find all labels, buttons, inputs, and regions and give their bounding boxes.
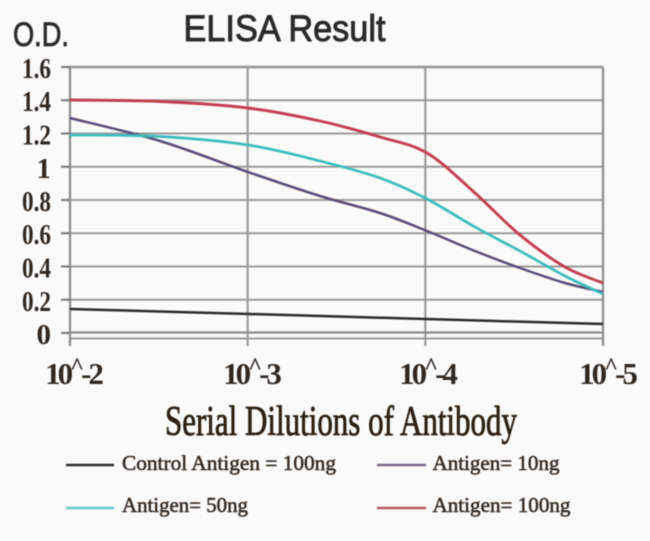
svg-text:1.6: 1.6 bbox=[22, 53, 51, 85]
svg-text:O.D.: O.D. bbox=[13, 16, 69, 54]
svg-text:1: 1 bbox=[37, 153, 52, 185]
svg-text:0.8: 0.8 bbox=[22, 186, 51, 218]
svg-text:0.2: 0.2 bbox=[22, 286, 51, 318]
svg-text:0: 0 bbox=[37, 319, 52, 351]
svg-text:10^-4: 10^-4 bbox=[399, 354, 457, 391]
svg-text:10^-3: 10^-3 bbox=[223, 354, 281, 391]
svg-text:Antigen= 10ng: Antigen= 10ng bbox=[433, 451, 560, 475]
svg-text:ELISA Result: ELISA Result bbox=[184, 8, 387, 49]
svg-text:1.4: 1.4 bbox=[22, 86, 51, 118]
svg-text:Antigen= 50ng: Antigen= 50ng bbox=[122, 493, 248, 517]
svg-text:Control Antigen = 100ng: Control Antigen = 100ng bbox=[122, 451, 336, 475]
svg-text:Antigen= 100ng: Antigen= 100ng bbox=[433, 493, 571, 517]
svg-text:0.6: 0.6 bbox=[22, 219, 51, 251]
svg-text:0.4: 0.4 bbox=[22, 253, 51, 285]
svg-text:Serial Dilutions of Antibody: Serial Dilutions of Antibody bbox=[165, 399, 517, 445]
svg-text:1.2: 1.2 bbox=[22, 120, 51, 152]
